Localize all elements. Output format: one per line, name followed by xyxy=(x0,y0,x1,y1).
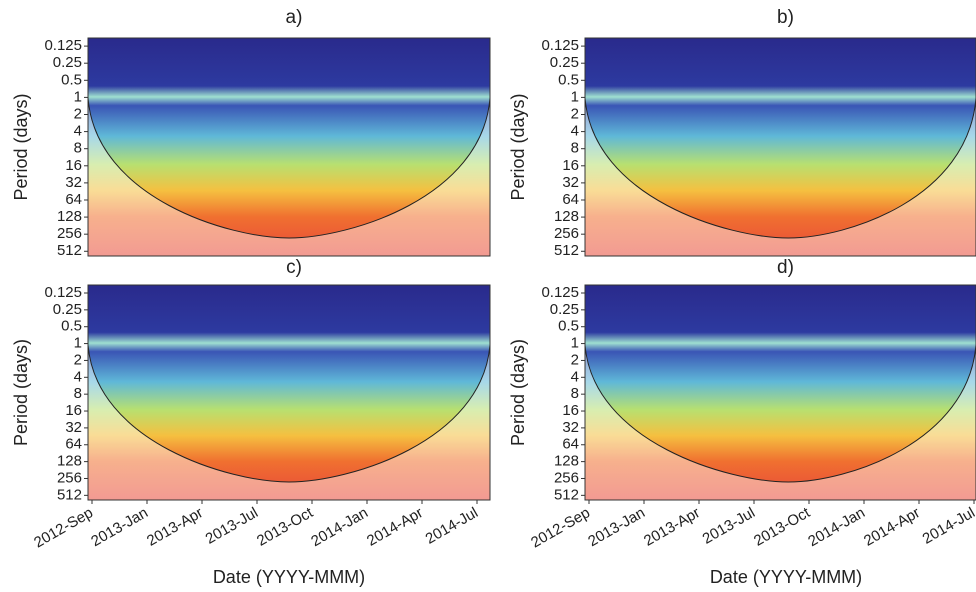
x-tick-label: 2014-Jan xyxy=(308,504,371,550)
panel-title: d) xyxy=(777,257,794,278)
y-tick-label: 0.5 xyxy=(61,318,82,335)
frame xyxy=(87,284,491,501)
y-tick-label: 2 xyxy=(571,105,579,122)
x-axis-label: Date (YYYY-MMM) xyxy=(213,567,365,587)
y-tick-label: 256 xyxy=(554,469,579,486)
y-tick-label: 1 xyxy=(571,335,579,352)
wavelet-power xyxy=(88,38,490,256)
y-tick-label: 512 xyxy=(57,242,82,259)
x-tick-label: 2013-Jan xyxy=(88,504,151,550)
cone-of-influence xyxy=(87,344,491,483)
y-tick-label: 0.125 xyxy=(541,284,579,301)
panel-title: b) xyxy=(777,7,794,28)
y-tick-label: 4 xyxy=(571,123,579,140)
cone-of-influence xyxy=(584,97,976,239)
y-tick-label: 0.125 xyxy=(541,37,579,54)
y-tick-label: 64 xyxy=(65,436,82,453)
y-tick-label: 2 xyxy=(74,351,82,368)
frame xyxy=(584,284,976,501)
y-axis-label: Period (days) xyxy=(11,93,31,200)
y-tick-label: 512 xyxy=(554,486,579,503)
y-axis-label: Period (days) xyxy=(508,339,528,446)
cone-outside xyxy=(585,98,976,256)
x-tick-label: 2013-Jul xyxy=(203,504,261,547)
cone-of-influence xyxy=(87,97,491,239)
y-tick-label: 1 xyxy=(571,88,579,105)
cone-of-influence xyxy=(584,344,976,483)
x-tick-label: 2014-Jul xyxy=(920,504,976,547)
y-tick-label: 32 xyxy=(562,174,579,191)
wavelet-power xyxy=(585,38,976,256)
y-tick-label: 0.125 xyxy=(44,37,82,54)
y-tick-label: 8 xyxy=(571,140,579,157)
y-tick-label: 128 xyxy=(554,208,579,225)
x-tick-label: 2013-Jul xyxy=(700,504,758,547)
y-tick-label: 16 xyxy=(65,157,82,174)
y-tick-label: 512 xyxy=(57,486,82,503)
cone-outside xyxy=(585,345,976,500)
x-tick-label: 2013-Oct xyxy=(751,504,814,550)
y-tick-label: 0.25 xyxy=(550,301,579,318)
x-axis-label: Date (YYYY-MMM) xyxy=(710,567,862,587)
y-tick-label: 1 xyxy=(74,88,82,105)
y-tick-label: 0.5 xyxy=(61,71,82,88)
x-tick-label: 2012-Sep xyxy=(528,504,593,551)
frame xyxy=(584,37,976,257)
y-tick-label: 1 xyxy=(74,335,82,352)
x-tick-label: 2013-Apr xyxy=(641,504,703,550)
y-tick-label: 16 xyxy=(65,402,82,419)
y-tick-label: 512 xyxy=(554,242,579,259)
x-tick-label: 2013-Oct xyxy=(254,504,317,550)
y-tick-label: 64 xyxy=(562,436,579,453)
y-tick-label: 4 xyxy=(74,368,82,385)
wavelet-power xyxy=(88,285,490,500)
y-tick-label: 8 xyxy=(571,385,579,402)
frame xyxy=(87,37,491,257)
panel-title: a) xyxy=(286,7,303,28)
y-tick-label: 8 xyxy=(74,140,82,157)
wavelet-power xyxy=(585,285,976,500)
y-tick-label: 0.25 xyxy=(53,301,82,318)
x-tick-label: 2014-Jan xyxy=(805,504,868,550)
x-tick-label: 2014-Apr xyxy=(861,504,923,550)
y-tick-label: 0.5 xyxy=(558,71,579,88)
y-tick-label: 32 xyxy=(562,419,579,436)
y-tick-label: 16 xyxy=(562,402,579,419)
y-axis-label: Period (days) xyxy=(508,93,528,200)
y-tick-label: 64 xyxy=(65,191,82,208)
y-tick-label: 0.5 xyxy=(558,318,579,335)
y-tick-label: 32 xyxy=(65,174,82,191)
x-tick-label: 2013-Apr xyxy=(144,504,206,550)
y-tick-label: 256 xyxy=(57,225,82,242)
y-tick-label: 8 xyxy=(74,385,82,402)
y-tick-label: 128 xyxy=(554,453,579,470)
y-tick-label: 32 xyxy=(65,419,82,436)
y-axis-label: Period (days) xyxy=(11,339,31,446)
y-tick-label: 0.25 xyxy=(550,54,579,71)
y-tick-label: 128 xyxy=(57,208,82,225)
y-tick-label: 256 xyxy=(554,225,579,242)
y-tick-label: 2 xyxy=(74,105,82,122)
y-tick-label: 4 xyxy=(74,123,82,140)
cone-outside xyxy=(88,345,490,500)
y-tick-label: 128 xyxy=(57,453,82,470)
y-tick-label: 4 xyxy=(571,368,579,385)
panel-title: c) xyxy=(286,257,302,278)
y-tick-label: 0.25 xyxy=(53,54,82,71)
x-tick-label: 2014-Jul xyxy=(423,504,481,547)
y-tick-label: 256 xyxy=(57,469,82,486)
x-tick-label: 2013-Jan xyxy=(585,504,648,550)
x-tick-label: 2014-Apr xyxy=(364,504,426,550)
y-tick-label: 0.125 xyxy=(44,284,82,301)
cone-outside xyxy=(88,98,490,256)
y-tick-label: 2 xyxy=(571,351,579,368)
y-tick-label: 64 xyxy=(562,191,579,208)
x-tick-label: 2012-Sep xyxy=(31,504,96,551)
y-tick-label: 16 xyxy=(562,157,579,174)
